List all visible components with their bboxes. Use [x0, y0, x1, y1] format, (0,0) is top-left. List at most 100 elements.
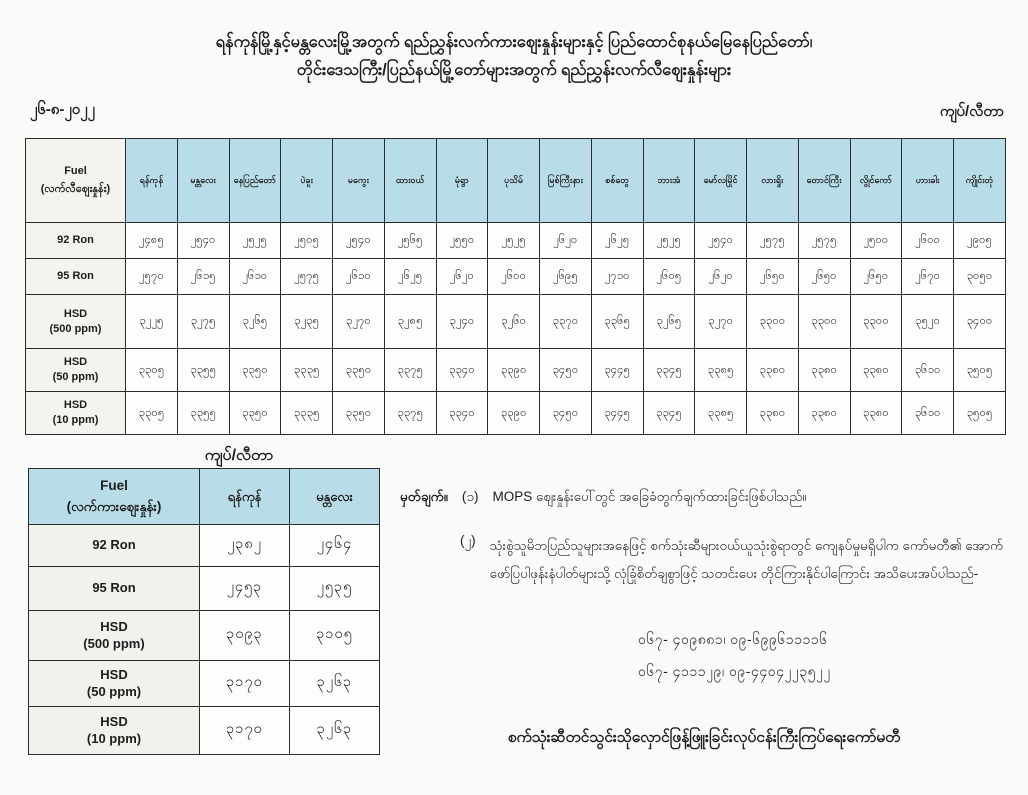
city-column-header: စစ်တွေ — [590, 138, 644, 223]
fuel-row-label: HSD (50 ppm) — [25, 348, 126, 392]
fuel-row-label: HSD (500 ppm) — [28, 610, 200, 661]
note-2-text: သုံးစွဲသူမိဘပြည်သူများအနေဖြင့် စက်သုံးဆီ… — [489, 538, 1004, 582]
city-column-header: မုံရွာ — [435, 138, 489, 223]
price-cell: ၃၁၇၀ — [199, 706, 290, 755]
price-cell: ၃၆၁၀ — [901, 391, 954, 435]
price-cell: ၂၆၂၅ — [590, 222, 644, 259]
page-title: ရန်ကုန်မြို့နှင့်မန္တလေးမြို့အတွက် ရည်ညွ… — [0, 28, 1028, 84]
fuel-row-label: HSD (10 ppm) — [25, 391, 126, 435]
price-cell: ၃၀၅၀ — [953, 258, 1006, 295]
price-row: HSD (50 ppm) ၃၃၀၅ ၃၃၅၅ ၃၃၅၀ ၃၃၃၅ ၃၃၅၀ ၃၃၇၅ ၃၃၄၀၃… — [25, 348, 1006, 392]
fuel-row-label: HSD (500 ppm) — [25, 294, 126, 349]
city-column-header: လားရှိုး — [746, 138, 799, 223]
notes-heading: မှတ်ချက်။ — [400, 489, 448, 504]
price-row: HSD (10 ppm) ၃၃၀၅ ၃၃၅၅ ၃၃၅၀ ၃၃၃၅ ၃၃၅၀ ၃၃၇၅ ၃၃၄၀၃… — [25, 391, 1006, 435]
price-cell: ၃၂၆၅ — [228, 294, 282, 349]
price-cell: ၂၆၁၀ — [228, 258, 282, 295]
price-row: HSD (500 ppm) ၃၀၉၃ ၃၁၀၅ — [28, 610, 380, 661]
price-cell: ၃၃၈၀ — [849, 391, 903, 435]
price-cell: ၃၂၃၅ — [280, 294, 333, 349]
city-column-header: မြစ်ကြီးနား — [539, 138, 592, 223]
price-cell: ၂၅၄၀ — [694, 222, 747, 259]
unit-label-top: ကျပ်/လီတာ — [939, 103, 1004, 120]
price-cell: ၃၁၀၅ — [289, 610, 380, 661]
price-cell: ၃၂၆၃ — [289, 660, 380, 707]
hotline-phone-line-2: ၀၆၇- ၄၁၁၁၂၉၊ ၀၉-၄၄၀၄၂၂၃၅၂၂ — [638, 663, 831, 679]
fuel-column-header: Fuel (လက်ကားဈေးနှုန်း) — [28, 468, 200, 525]
price-cell: ၃၃၄၅ — [642, 391, 696, 435]
city-column-header: တောင်ကြီး — [797, 138, 851, 223]
city-column-header: ကျိုင်းတုံ — [953, 138, 1006, 223]
price-cell: ၃၂၆၀ — [487, 294, 540, 349]
city-column-header: ရန်ကုန် — [199, 468, 290, 525]
page-title-line1: ရန်ကုန်မြို့နှင့်မန္တလေးမြို့အတွက် ရည်ညွ… — [215, 33, 813, 51]
price-cell: ၃၃၃၅ — [280, 348, 333, 392]
price-cell: ၃၃၅၀ — [332, 391, 385, 435]
price-cell: ၂၅၄၀ — [332, 222, 385, 259]
page-title-line2: တိုင်းဒေသကြီး/ပြည်နယ်မြို့တော်များအတွက် … — [296, 61, 732, 80]
price-cell: ၃၂၂၅ — [125, 294, 178, 349]
retail-table-header: Fuel (လက်လီဈေးနှုန်း) ရန်ကုန် မန္တလေး နေပြည်… — [25, 138, 1006, 223]
price-cell: ၃၆၁၀ — [901, 348, 954, 392]
price-cell: ၂၅၂၅ — [228, 222, 282, 259]
price-row: 95 Ron ၂၅၇၀ ၂၆၁၅ ၂၆၁၀ ၂၅၇၅ ၂၆၁၀ ၂၆၂၅ ၂၆၂၀ ၂၆၀၀ ၂၆… — [25, 258, 1006, 295]
price-cell: ၃၄၄၅ — [590, 391, 644, 435]
note-1-text: MOPS ဈေးနှုန်းပေါ်တွင် အခြေခံတွက်ချက်ထား… — [492, 489, 807, 504]
unit-label-small-table: ကျပ်/လီတာ — [204, 447, 274, 464]
price-row: 92 Ron ၂၃၈၂ ၂၄၆၄ — [28, 524, 380, 567]
price-cell: ၂၆၁၀ — [332, 258, 385, 295]
fuel-row-label: HSD (10 ppm) — [28, 706, 200, 755]
city-column-header: မော်လမြိုင် — [694, 138, 747, 223]
retail-table-body: 92 Ron ၂၄၈၅ ၂၅၄၀ ၂၅၂၅ ၂၅၀၅ ၂၅၄၀ ၂၅၆၅ ၂၅၅၀ ၂၅၂၅ ၂၆… — [25, 222, 1006, 435]
fuel-row-label: 92 Ron — [25, 222, 126, 259]
price-cell: ၃၂၆၃ — [289, 706, 380, 755]
price-cell: ၃၃၇၅ — [383, 391, 437, 435]
price-cell: ၃၃၇၀ — [539, 294, 592, 349]
price-cell: ၂၇၁၀ — [590, 258, 644, 295]
note-2-number: (၂) — [460, 533, 476, 548]
note-item-2: (၂) သုံးစွဲသူမိဘပြည်သူများအနေဖြင့် စက်သု… — [460, 532, 1020, 589]
price-cell: ၃၃၄၀ — [435, 348, 489, 392]
price-row: HSD (50 ppm) ၃၁၇၀ ၃၂၆၃ — [28, 660, 380, 707]
price-cell: ၂၆၅၀ — [746, 258, 799, 295]
price-cell: ၃၄၅၀ — [539, 391, 592, 435]
price-cell: ၃၃၅၅ — [176, 391, 230, 435]
price-cell: ၃၁၇၀ — [199, 660, 290, 707]
price-cell: ၃၃၅၅ — [176, 348, 230, 392]
price-cell: ၂၅၂၅ — [642, 222, 696, 259]
price-cell: ၃၃၀၀ — [797, 294, 851, 349]
price-cell: ၂၅၀၅ — [280, 222, 333, 259]
price-cell: ၃၅၀၅ — [953, 391, 1006, 435]
price-cell: ၂၃၈၂ — [199, 524, 290, 567]
note-item-1: မှတ်ချက်။ (၁) MOPS ဈေးနှုန်းပေါ်တွင် အခြ… — [400, 488, 1020, 508]
price-cell: ၃၃၅၀ — [228, 348, 282, 392]
price-cell: ၂၆၂၀ — [694, 258, 747, 295]
note-1-number: (၁) — [461, 489, 479, 504]
price-cell: ၃၃၈၀ — [746, 348, 799, 392]
price-cell: ၃၃၈၅ — [694, 391, 747, 435]
price-cell: ၂၆၂၅ — [383, 258, 437, 295]
city-column-header: လွိုင်ကော် — [849, 138, 903, 223]
city-column-header: နေပြည်တော် — [228, 138, 282, 223]
price-cell: ၃၂၈၅ — [383, 294, 437, 349]
fuel-row-label: 92 Ron — [28, 524, 200, 567]
hotline-phone-line-1: ၀၆၇- ၄၀၉၈၈၁၊ ၀၉-၆၉၉၆၁၁၁၁၆ — [638, 631, 828, 647]
price-cell: ၂၆၀၀ — [487, 258, 540, 295]
retail-price-table: Fuel (လက်လီဈေးနှုန်း) ရန်ကုန် မန္တလေး နေပြည်… — [25, 138, 1006, 435]
price-cell: ၃၃၉၀ — [487, 348, 540, 392]
price-row: HSD (500 ppm) ၃၂၂၅ ၃၂၇၅ ၃၂၆၅ ၃၂၃၅ ၃၂၇၀ ၃၂၈၅ ၃၂၄၀… — [25, 294, 1006, 349]
price-cell: ၃၅၀၅ — [953, 348, 1006, 392]
price-cell: ၂၄၅၃ — [199, 566, 290, 611]
price-cell: ၂၅၂၅ — [487, 222, 540, 259]
price-row: 95 Ron ၂၄၅၃ ၂၅၃၅ — [28, 566, 380, 611]
city-column-header: ပဲခူး — [280, 138, 333, 223]
price-cell: ၃၃၈၀ — [797, 348, 851, 392]
price-cell: ၃၃၉၀ — [487, 391, 540, 435]
price-cell: ၃၃၈၀ — [746, 391, 799, 435]
price-cell: ၃၂၄၀ — [435, 294, 489, 349]
price-cell: ၂၅၄၀ — [176, 222, 230, 259]
price-cell: ၃၃၀၀ — [849, 294, 903, 349]
city-column-header: မန္တလေး — [289, 468, 380, 525]
price-cell: ၃၃၅၀ — [332, 348, 385, 392]
